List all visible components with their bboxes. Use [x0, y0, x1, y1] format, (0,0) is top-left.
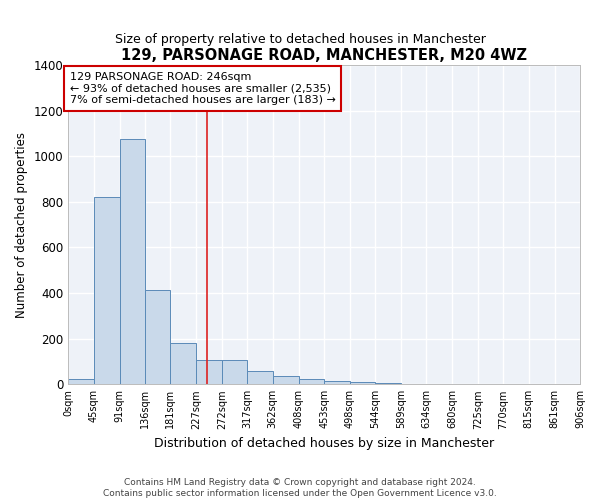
Bar [350, 382, 376, 384]
Text: 129 PARSONAGE ROAD: 246sqm
← 93% of detached houses are smaller (2,535)
7% of se: 129 PARSONAGE ROAD: 246sqm ← 93% of deta… [70, 72, 336, 105]
Bar [196, 360, 222, 384]
Bar [247, 370, 272, 384]
Text: Contains HM Land Registry data © Crown copyright and database right 2024.
Contai: Contains HM Land Registry data © Crown c… [103, 478, 497, 498]
Bar [94, 198, 119, 384]
Bar [145, 290, 170, 384]
Bar [376, 383, 401, 384]
Bar [68, 378, 94, 384]
Bar [119, 139, 145, 384]
Text: Size of property relative to detached houses in Manchester: Size of property relative to detached ho… [115, 32, 485, 46]
Bar [272, 376, 299, 384]
Bar [170, 344, 196, 384]
X-axis label: Distribution of detached houses by size in Manchester: Distribution of detached houses by size … [154, 437, 494, 450]
Bar [324, 381, 350, 384]
Title: 129, PARSONAGE ROAD, MANCHESTER, M20 4WZ: 129, PARSONAGE ROAD, MANCHESTER, M20 4WZ [121, 48, 527, 62]
Y-axis label: Number of detached properties: Number of detached properties [15, 132, 28, 318]
Bar [299, 378, 324, 384]
Bar [222, 360, 247, 384]
